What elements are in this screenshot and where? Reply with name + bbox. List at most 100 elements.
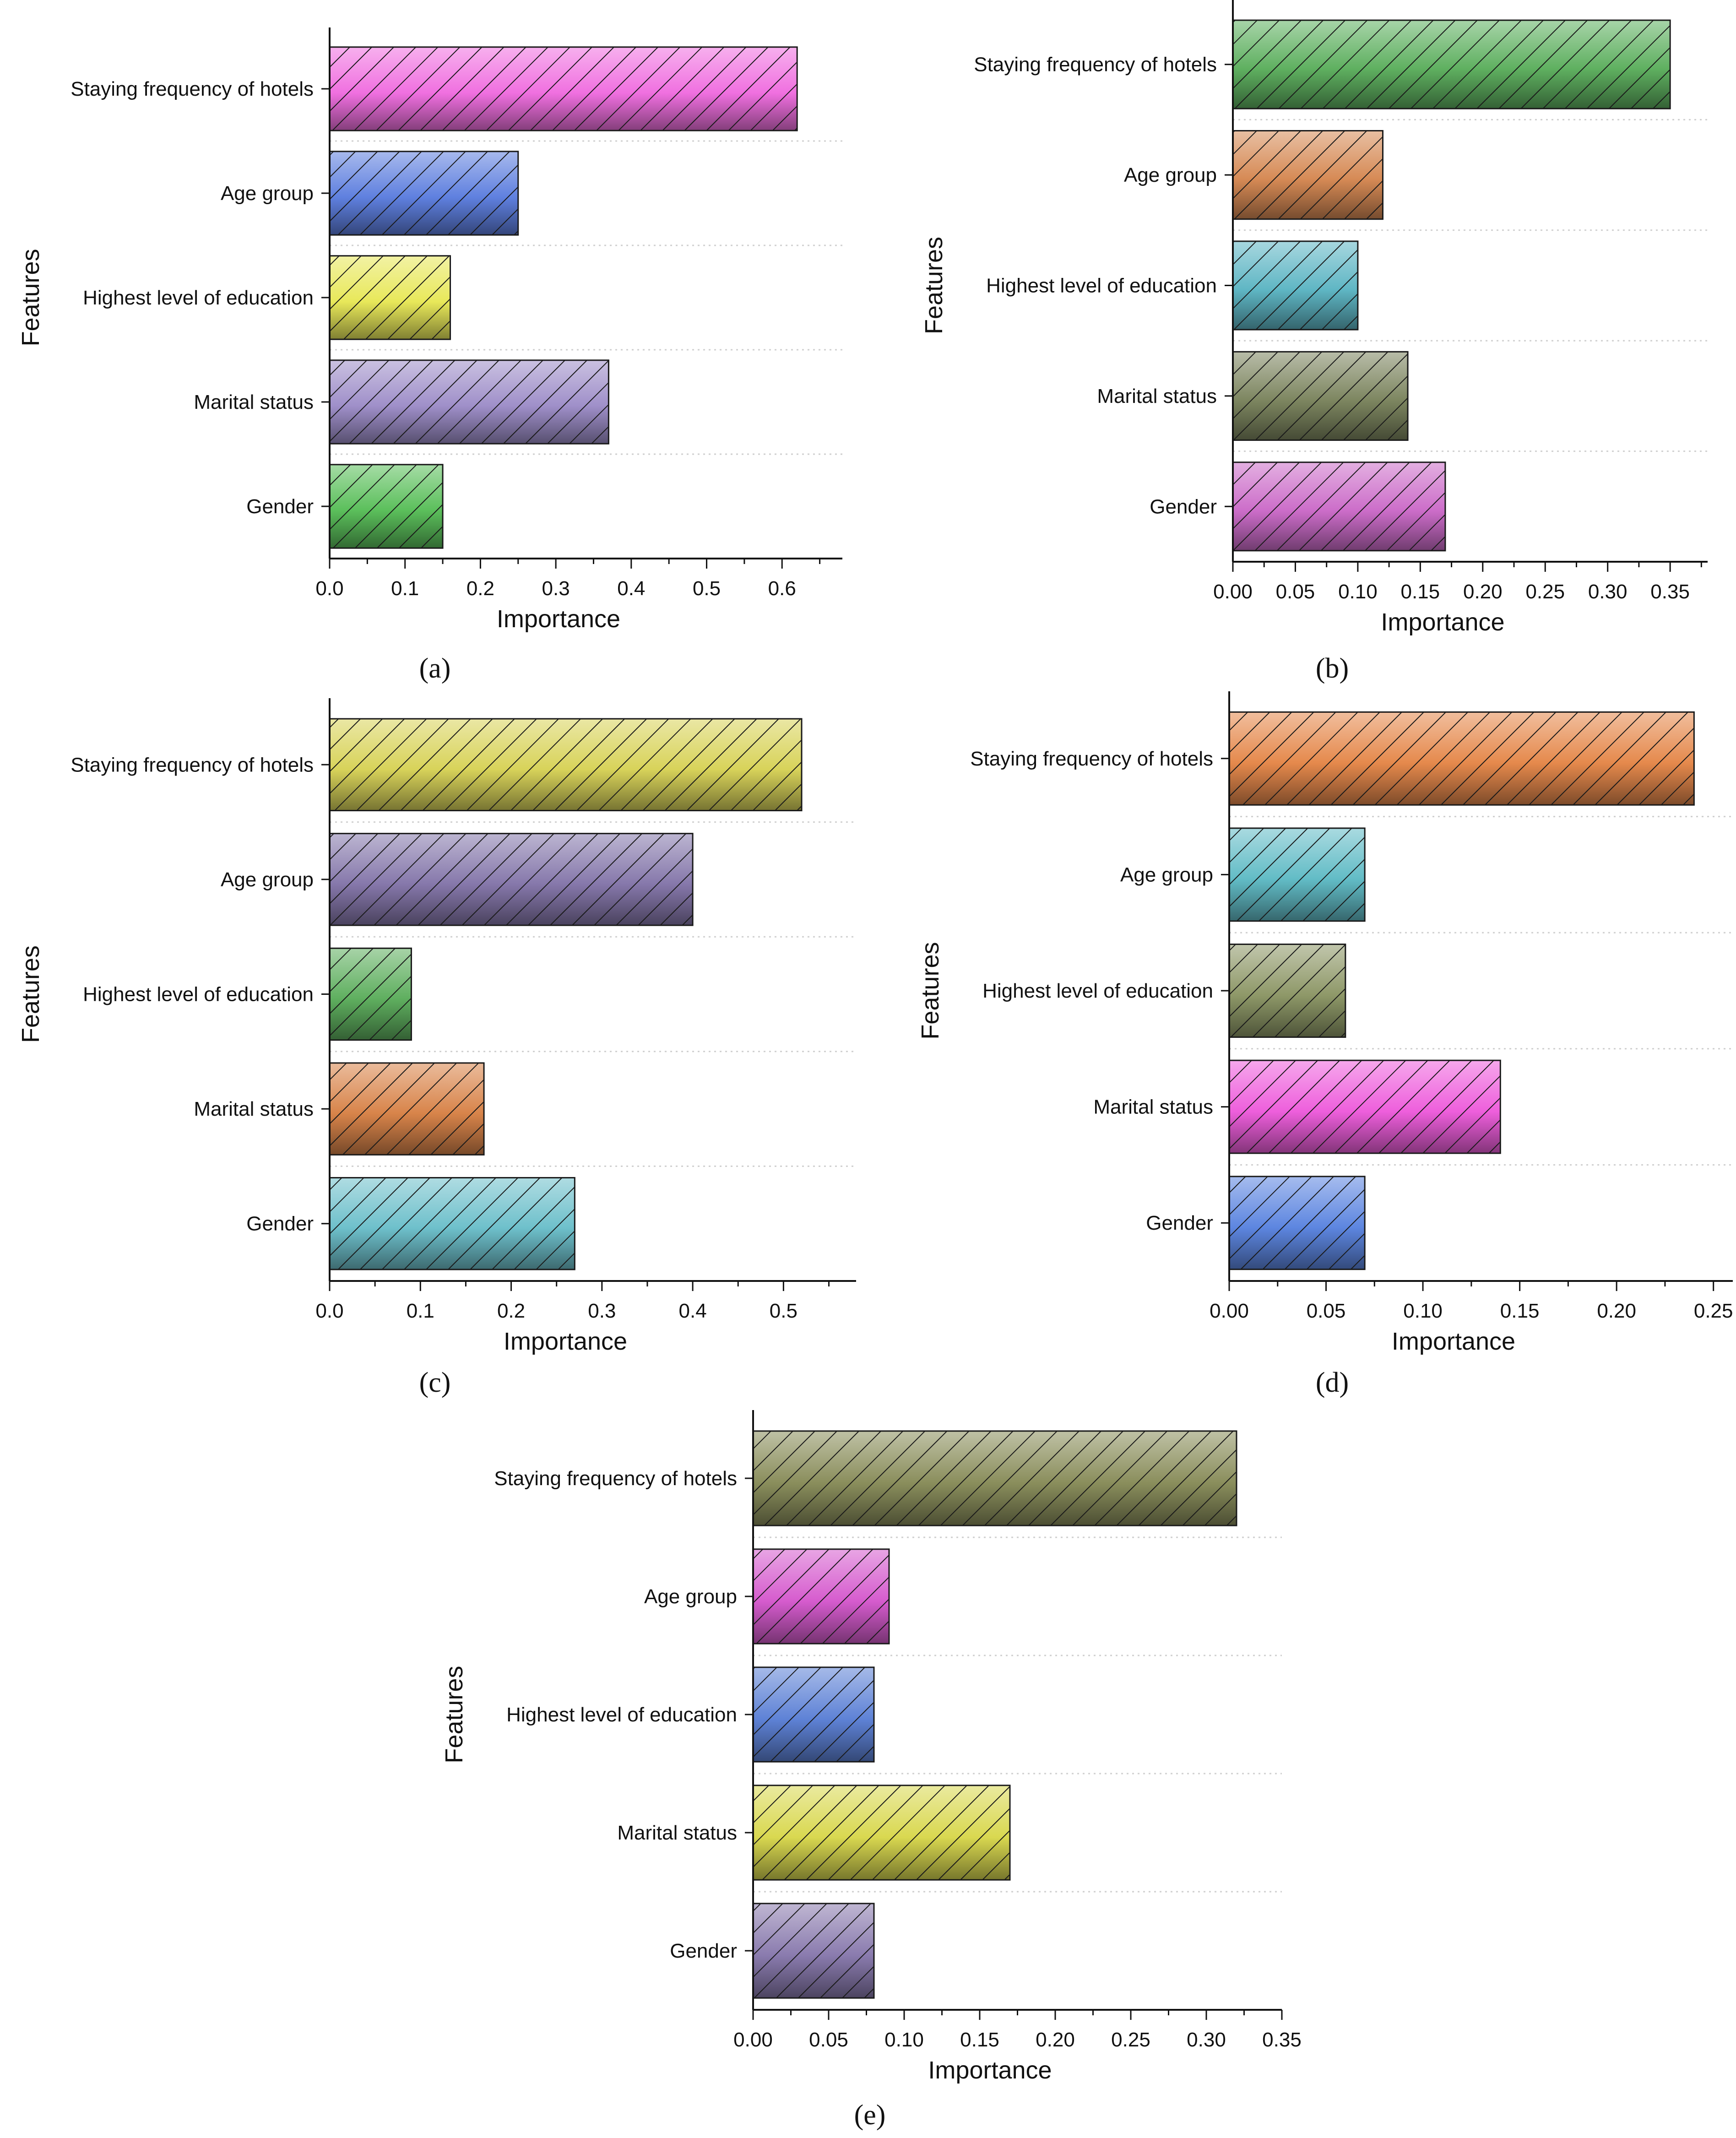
bar-hatch-marital-status — [1232, 351, 1409, 441]
category-label: Gender — [670, 1940, 737, 1962]
y-axis-title: Features — [440, 1666, 468, 1763]
category-label: Age group — [221, 868, 314, 891]
x-tick-label: 0.10 — [884, 2029, 924, 2051]
bar-hatch-age-group — [1228, 827, 1366, 922]
x-tick-label: 0.3 — [588, 1300, 616, 1322]
bar-hatch-gender — [752, 1903, 875, 1999]
x-tick-label: 0.05 — [1307, 1300, 1346, 1322]
x-axis-title: Importance — [1381, 608, 1504, 636]
category-label: Marital status — [194, 391, 314, 413]
y-axis-title: Features — [920, 237, 948, 334]
x-tick-label: 0.15 — [960, 2029, 999, 2051]
chart-panel-e: Staying frequency of hotels Age group High… — [440, 1410, 1302, 2084]
category-label: Staying frequency of hotels — [494, 1467, 737, 1490]
x-tick-label: 0.30 — [1588, 581, 1628, 603]
category-label: Highest level of education — [982, 980, 1213, 1002]
bar-hatch-age-group — [329, 151, 519, 236]
x-tick-label: 0.1 — [407, 1300, 434, 1322]
x-tick-label: 0.4 — [679, 1300, 707, 1322]
category-label: Staying frequency of hotels — [71, 78, 314, 100]
bar-hatch-highest-level-of-education — [1228, 944, 1346, 1038]
x-tick-label: 0.20 — [1463, 581, 1503, 603]
x-tick-label: 0.2 — [467, 577, 494, 600]
category-label: Marital status — [1093, 1096, 1213, 1118]
bar-hatch-age-group — [752, 1548, 890, 1644]
y-axis-title: Features — [917, 942, 944, 1039]
x-tick-label: 0.25 — [1111, 2029, 1150, 2051]
bar-hatch-highest-level-of-education — [752, 1666, 875, 1763]
bar-hatch-staying-frequency-of-hotels — [329, 46, 798, 131]
bar-hatch-highest-level-of-education — [329, 255, 451, 340]
panel-label-d: (d) — [1316, 1367, 1349, 1398]
x-tick-label: 0.20 — [1597, 1300, 1636, 1322]
x-tick-label: 0.4 — [617, 577, 645, 600]
bar-hatch-gender — [329, 464, 444, 549]
x-tick-label: 0.6 — [768, 577, 796, 600]
x-tick-label: 0.3 — [542, 577, 570, 600]
x-tick-label: 0.15 — [1500, 1300, 1540, 1322]
bar-hatch-marital-status — [1228, 1059, 1501, 1154]
x-tick-label: 0.0 — [315, 577, 343, 600]
chart-panel-d: Staying frequency of hotels Age group High… — [917, 691, 1733, 1355]
x-axis-title: Importance — [928, 2057, 1052, 2084]
category-label: Age group — [221, 182, 314, 205]
y-axis-title: Features — [17, 249, 44, 346]
x-tick-label: 0.15 — [1401, 581, 1440, 603]
category-label: Age group — [644, 1585, 737, 1608]
bar-hatch-marital-status — [329, 359, 609, 445]
panel-label-b: (b) — [1316, 653, 1349, 684]
category-label: Marital status — [194, 1098, 314, 1120]
category-label: Gender — [1146, 1212, 1213, 1234]
bar-hatch-staying-frequency-of-hotels — [752, 1430, 1237, 1526]
category-label: Highest level of education — [83, 287, 314, 309]
x-tick-label: 0.35 — [1262, 2029, 1302, 2051]
category-label: Marital status — [1097, 385, 1217, 407]
bar-hatch-gender — [1228, 1176, 1366, 1270]
bar-hatch-marital-status — [329, 1062, 485, 1156]
x-axis-title: Importance — [1392, 1328, 1515, 1355]
x-tick-label: 0.5 — [770, 1300, 797, 1322]
bar-hatch-age-group — [1232, 130, 1383, 220]
chart-panel-b: Staying frequency of hotels Age group High… — [920, 0, 1708, 636]
y-axis-title: Features — [17, 945, 44, 1043]
category-label: Age group — [1120, 863, 1213, 886]
x-tick-label: 0.1 — [391, 577, 419, 600]
category-label: Staying frequency of hotels — [974, 54, 1217, 76]
x-axis-title: Importance — [497, 605, 620, 633]
x-tick-label: 0.05 — [1276, 581, 1315, 603]
category-label: Highest level of education — [83, 983, 314, 1006]
x-axis-title: Importance — [504, 1328, 627, 1355]
bar-hatch-marital-status — [752, 1785, 1011, 1881]
chart-panel-c: Staying frequency of hotels Age group High… — [17, 698, 856, 1355]
category-label: Highest level of education — [986, 275, 1217, 297]
panel-label-c: (c) — [419, 1367, 451, 1398]
category-label: Staying frequency of hotels — [970, 748, 1213, 770]
x-tick-label: 0.10 — [1403, 1300, 1443, 1322]
x-tick-label: 0.00 — [733, 2029, 773, 2051]
x-tick-label: 0.05 — [809, 2029, 848, 2051]
bar-hatch-staying-frequency-of-hotels — [1232, 19, 1671, 109]
category-label: Gender — [1150, 495, 1217, 518]
bar-hatch-age-group — [329, 833, 694, 926]
panel-label-e: (e) — [854, 2100, 886, 2131]
category-label: Highest level of education — [506, 1704, 737, 1726]
x-tick-label: 0.00 — [1210, 1300, 1249, 1322]
x-tick-label: 0.25 — [1694, 1300, 1733, 1322]
x-tick-label: 0.0 — [315, 1300, 343, 1322]
x-tick-label: 0.20 — [1036, 2029, 1075, 2051]
bar-hatch-staying-frequency-of-hotels — [329, 718, 803, 812]
x-tick-label: 0.10 — [1338, 581, 1378, 603]
x-tick-label: 0.00 — [1213, 581, 1253, 603]
x-tick-label: 0.5 — [693, 577, 721, 600]
x-tick-label: 0.2 — [497, 1300, 525, 1322]
bar-hatch-gender — [329, 1177, 575, 1270]
category-label: Age group — [1124, 164, 1217, 186]
bar-hatch-staying-frequency-of-hotels — [1228, 711, 1695, 806]
bar-hatch-highest-level-of-education — [1232, 240, 1359, 331]
x-tick-label: 0.30 — [1187, 2029, 1226, 2051]
category-label: Gender — [246, 495, 314, 518]
x-tick-label: 0.25 — [1525, 581, 1565, 603]
chart-panel-a: Staying frequency of hotels Age group High… — [17, 27, 842, 633]
category-label: Gender — [246, 1213, 314, 1235]
